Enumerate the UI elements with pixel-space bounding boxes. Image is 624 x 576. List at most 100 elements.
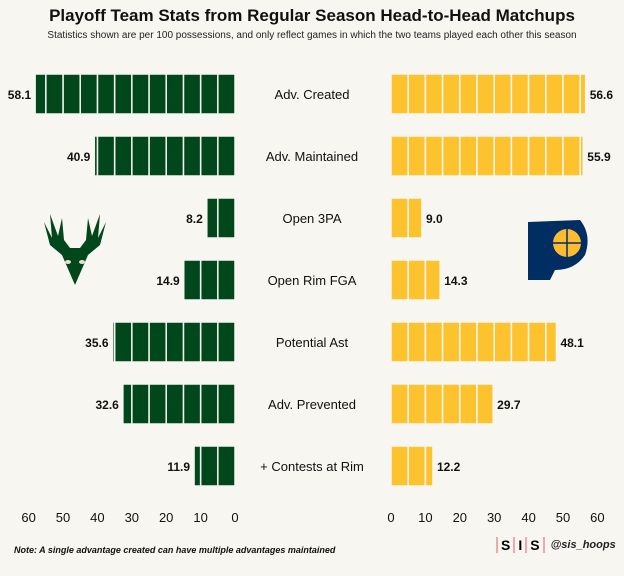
pacers-bar-segment	[407, 197, 423, 239]
pacers-bar-segment	[562, 135, 581, 177]
bucks-bar-segment	[217, 445, 236, 487]
bucks-bar-segment	[96, 135, 116, 177]
bucks-value-label: 58.1	[8, 88, 32, 102]
bucks-bar-segment	[182, 321, 202, 363]
pacers-bar-segment	[459, 383, 478, 425]
bucks-bar-segment	[165, 321, 185, 363]
bucks-bar-segment	[206, 197, 219, 239]
bucks-bar-segment	[217, 73, 236, 115]
pacers-bar-segment	[579, 135, 585, 177]
pacers-bar-segment	[390, 197, 409, 239]
bucks-bar-segment	[193, 445, 202, 487]
bucks-bar-segment	[217, 259, 236, 301]
bucks-bar-segment	[113, 135, 133, 177]
bucks-logo	[44, 214, 106, 285]
pacers-bar-segment	[407, 259, 427, 301]
pacers-bar-segment	[424, 73, 444, 115]
bucks-bar-segment	[79, 73, 99, 115]
bucks-bar-segment	[34, 73, 47, 115]
right-axis-tick: 20	[453, 510, 467, 525]
pacers-value-label: 48.1	[560, 336, 584, 350]
pacers-value-label: 55.9	[587, 150, 611, 164]
pacers-bar-segment	[493, 135, 513, 177]
category-label: Adv. Created	[275, 87, 350, 102]
bucks-bar-segment	[182, 259, 202, 301]
pacers-bar-segment	[579, 73, 587, 115]
chart-title: Playoff Team Stats from Regular Season H…	[49, 6, 575, 25]
bucks-value-label: 32.6	[95, 398, 119, 412]
bucks-bar-segment	[131, 73, 150, 115]
pacers-bar-segment	[390, 259, 409, 301]
pacers-bar-segment	[390, 383, 409, 425]
pacers-value-label: 29.7	[497, 398, 521, 412]
footnote: Note: A single advantage created can hav…	[14, 545, 336, 555]
bucks-bar-segment	[93, 135, 99, 177]
pacers-bar-segment	[441, 73, 461, 115]
right-axis-tick: 30	[487, 510, 501, 525]
bucks-bar-segment	[199, 383, 219, 425]
pacers-bar-segment	[545, 73, 564, 115]
bucks-bar-segment	[199, 135, 219, 177]
bucks-bar-segment	[217, 321, 236, 363]
bucks-bar-segment	[131, 135, 150, 177]
pacers-bar-segment	[459, 321, 478, 363]
right-axis-tick: 50	[556, 510, 570, 525]
right-axis-tick: 10	[418, 510, 432, 525]
pacers-bar-segment	[441, 135, 461, 177]
category-label: Adv. Maintained	[266, 149, 358, 164]
pacers-bar-segment	[527, 321, 547, 363]
left-axis-tick: 60	[21, 510, 35, 525]
pacers-value-label: 12.2	[437, 460, 461, 474]
bucks-bar-segment	[199, 73, 219, 115]
bucks-bar-segment	[165, 73, 185, 115]
bucks-bar-segment	[111, 321, 116, 363]
right-axis-tick: 40	[521, 510, 535, 525]
left-axis-tick: 10	[193, 510, 207, 525]
chart-subtitle: Statistics shown are per 100 possessions…	[47, 30, 577, 41]
pacers-bar-segment	[562, 73, 581, 115]
category-label: Open 3PA	[282, 211, 341, 226]
bucks-bar-segment	[148, 135, 167, 177]
bucks-bar-segment	[45, 73, 64, 115]
right-axis-tick: 0	[387, 510, 394, 525]
pacers-bar-segment	[424, 445, 434, 487]
bucks-bar-segment	[131, 321, 150, 363]
bucks-bar-segment	[182, 73, 202, 115]
pacers-bar-segment	[424, 383, 444, 425]
pacers-bar-segment	[545, 321, 558, 363]
pacers-value-label: 14.3	[444, 274, 468, 288]
pacers-bar-segment	[424, 135, 444, 177]
bucks-value-label: 40.9	[67, 150, 91, 164]
left-axis-tick: 30	[125, 510, 139, 525]
bucks-bar-segment	[113, 73, 133, 115]
pacers-value-label: 9.0	[426, 212, 443, 226]
pacers-bar-segment	[407, 135, 427, 177]
bucks-value-label: 8.2	[186, 212, 203, 226]
pacers-bar-segment	[407, 383, 427, 425]
pacers-value-label: 56.6	[590, 88, 614, 102]
bucks-bar-segment	[148, 383, 167, 425]
pacers-bar-segment	[510, 135, 530, 177]
left-axis-tick: 20	[159, 510, 173, 525]
bucks-bar-segment	[217, 197, 236, 239]
pacers-bar-segment	[390, 321, 409, 363]
left-axis-tick: 50	[56, 510, 70, 525]
pacers-bar-segment	[527, 135, 547, 177]
bucks-bar-segment	[199, 259, 219, 301]
pacers-bar-segment	[510, 73, 530, 115]
pacers-bar-segment	[390, 73, 409, 115]
bucks-value-label: 14.9	[156, 274, 180, 288]
pacers-bar-segment	[510, 321, 530, 363]
bucks-bar-segment	[199, 321, 219, 363]
pacers-bar-segment	[390, 445, 409, 487]
bucks-bar-segment	[165, 135, 185, 177]
category-label: Open Rim FGA	[268, 273, 357, 288]
pacers-bar-segment	[476, 135, 495, 177]
bucks-value-label: 11.9	[167, 460, 190, 474]
bucks-bar-segment	[96, 73, 116, 115]
pacers-bar-segment	[527, 73, 547, 115]
pacers-bar-segment	[459, 73, 478, 115]
